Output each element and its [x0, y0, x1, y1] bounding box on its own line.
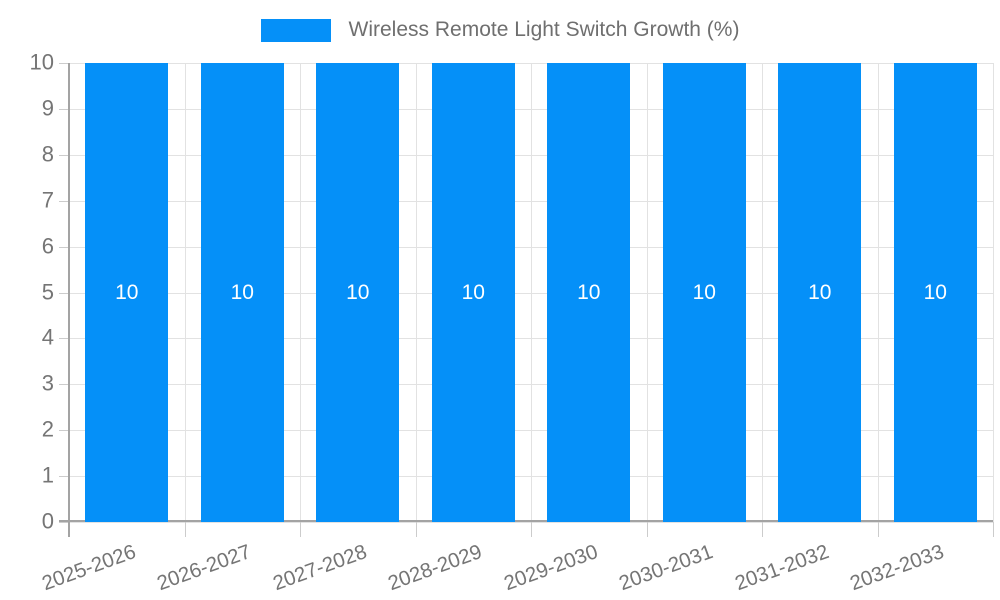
- bar: 10: [431, 63, 515, 522]
- bar-value-label: 10: [923, 280, 947, 304]
- legend: Wireless Remote Light Switch Growth (%): [0, 18, 1000, 42]
- y-axis-tick-label: 1: [41, 462, 54, 488]
- bar-value-label: 10: [115, 280, 139, 304]
- x-axis-tick: [531, 522, 532, 537]
- y-axis-tick-label: 5: [41, 278, 54, 304]
- bar: 10: [893, 63, 977, 522]
- legend-swatch: [260, 18, 331, 42]
- y-axis-tick: [59, 200, 69, 202]
- y-axis-tick: [59, 430, 69, 432]
- x-axis-tick: [646, 522, 648, 537]
- y-axis-tick-label: 0: [41, 508, 54, 534]
- x-axis-category-label: 2027-2028: [269, 540, 370, 596]
- x-axis-tick: [415, 522, 417, 537]
- y-axis-tick: [59, 338, 69, 340]
- y-axis-tick-label: 3: [41, 370, 54, 396]
- y-axis-tick: [59, 522, 69, 523]
- plot-area: 0 1 2 3 4 5 6 7 8 9 10 10 2025-2026 10 2026-2027 10 2027…: [30, 49, 994, 595]
- x-axis-tick: [300, 522, 301, 537]
- legend-label: Wireless Remote Light Switch Growth (%): [348, 18, 740, 41]
- y-axis-tick: [59, 246, 69, 248]
- x-axis-category-label: 2028-2029: [385, 540, 486, 596]
- y-axis-tick-label: 4: [41, 324, 54, 350]
- y-axis-tick: [59, 292, 69, 294]
- x-axis-tick: [184, 522, 186, 537]
- bar-value-label: 10: [808, 280, 832, 304]
- grid-line-vertical: [993, 63, 994, 522]
- bar: 10: [547, 63, 631, 522]
- y-axis-tick-label: 9: [41, 95, 54, 121]
- x-axis-category-label: 2026-2027: [154, 540, 255, 596]
- bar: 10: [778, 63, 862, 522]
- grid-line-vertical: [646, 63, 648, 522]
- x-axis-line: [59, 520, 993, 522]
- y-axis-tick: [59, 384, 69, 386]
- x-axis-category-label: 2032-2033: [847, 540, 948, 596]
- x-axis-category-label: 2031-2032: [731, 540, 832, 596]
- y-axis-tick-label: 10: [29, 49, 54, 75]
- bar-value-label: 10: [461, 280, 485, 304]
- x-axis-tick: [762, 522, 763, 537]
- x-axis-category-label: 2025-2026: [38, 540, 139, 596]
- y-axis-tick-label: 7: [41, 187, 54, 213]
- bar-value-label: 10: [346, 280, 370, 304]
- x-axis-category-label: 2030-2031: [616, 540, 717, 596]
- y-axis-tick: [59, 108, 69, 110]
- y-axis-tick-label: 2: [41, 416, 54, 442]
- bar-value-label: 10: [577, 280, 601, 304]
- y-axis-tick: [59, 63, 69, 64]
- x-axis-category-label: 2029-2030: [500, 540, 601, 596]
- x-axis-tick: [877, 522, 879, 537]
- bar-value-label: 10: [230, 280, 254, 304]
- x-axis-tick: [993, 522, 994, 537]
- grid-line-vertical: [531, 63, 532, 522]
- bar: 10: [316, 63, 400, 522]
- grid-line-vertical: [415, 63, 417, 522]
- y-axis-tick: [59, 154, 69, 156]
- grid-line-vertical: [184, 63, 186, 522]
- y-axis-tick-label: 8: [41, 141, 54, 167]
- y-axis-tick: [59, 476, 69, 478]
- grid-line-vertical: [300, 63, 301, 522]
- bar: 10: [662, 63, 746, 522]
- grid-line-vertical: [877, 63, 879, 522]
- y-axis-line: [68, 63, 70, 537]
- y-axis-tick-label: 6: [41, 233, 54, 259]
- grid-line-vertical: [762, 63, 763, 522]
- bar-value-label: 10: [692, 280, 716, 304]
- bar: 10: [85, 63, 169, 522]
- bar: 10: [200, 63, 284, 522]
